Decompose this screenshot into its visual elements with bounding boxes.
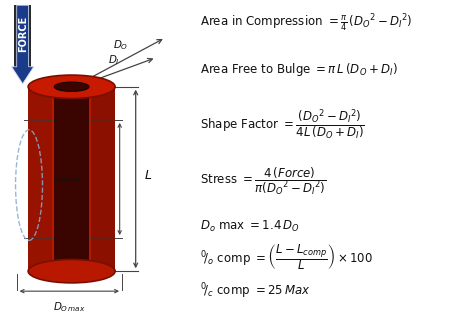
Text: $L_{comp}$: $L_{comp}$ [53,172,81,186]
Text: Area in Compression $=\frac{\pi}{4}\,(D_{O}{}^{2}-D_{I}{}^{2})$: Area in Compression $=\frac{\pi}{4}\,(D_… [200,13,412,34]
Text: $D_o$ max $=1.4\,D_O$: $D_o$ max $=1.4\,D_O$ [200,219,299,234]
Text: Stress $=\dfrac{4\,(Force)}{\pi(D_O{}^2-D_I{}^2)}$: Stress $=\dfrac{4\,(Force)}{\pi(D_O{}^2-… [200,165,326,197]
Ellipse shape [28,259,115,283]
Ellipse shape [28,75,115,99]
Polygon shape [28,87,52,271]
Text: $L$: $L$ [144,169,152,182]
Text: $^0\!/_o$ comp $=\left(\dfrac{L-L_{comp}}{L}\right)\times 100$: $^0\!/_o$ comp $=\left(\dfrac{L-L_{comp}… [200,242,373,272]
Text: $D_{O\,max}$: $D_{O\,max}$ [53,300,86,313]
Polygon shape [91,87,115,271]
Text: $^0\!/_c$ comp $=25\,Max$: $^0\!/_c$ comp $=25\,Max$ [200,281,310,301]
Ellipse shape [54,82,89,91]
Text: $D_I$: $D_I$ [108,53,120,67]
Polygon shape [14,5,31,71]
Text: Shape Factor $=\dfrac{(D_O{}^2-D_I{}^2)}{4L\,(D_O+D_I)}$: Shape Factor $=\dfrac{(D_O{}^2-D_I{}^2)}… [200,108,365,143]
Polygon shape [54,87,89,265]
Text: FORCE: FORCE [18,15,28,52]
FancyArrow shape [12,5,34,84]
Text: Area Free to Bulge $=\pi\,L\,(D_O+D_I)$: Area Free to Bulge $=\pi\,L\,(D_O+D_I)$ [200,61,397,78]
Polygon shape [28,87,115,271]
Text: $D_O$: $D_O$ [113,38,128,52]
